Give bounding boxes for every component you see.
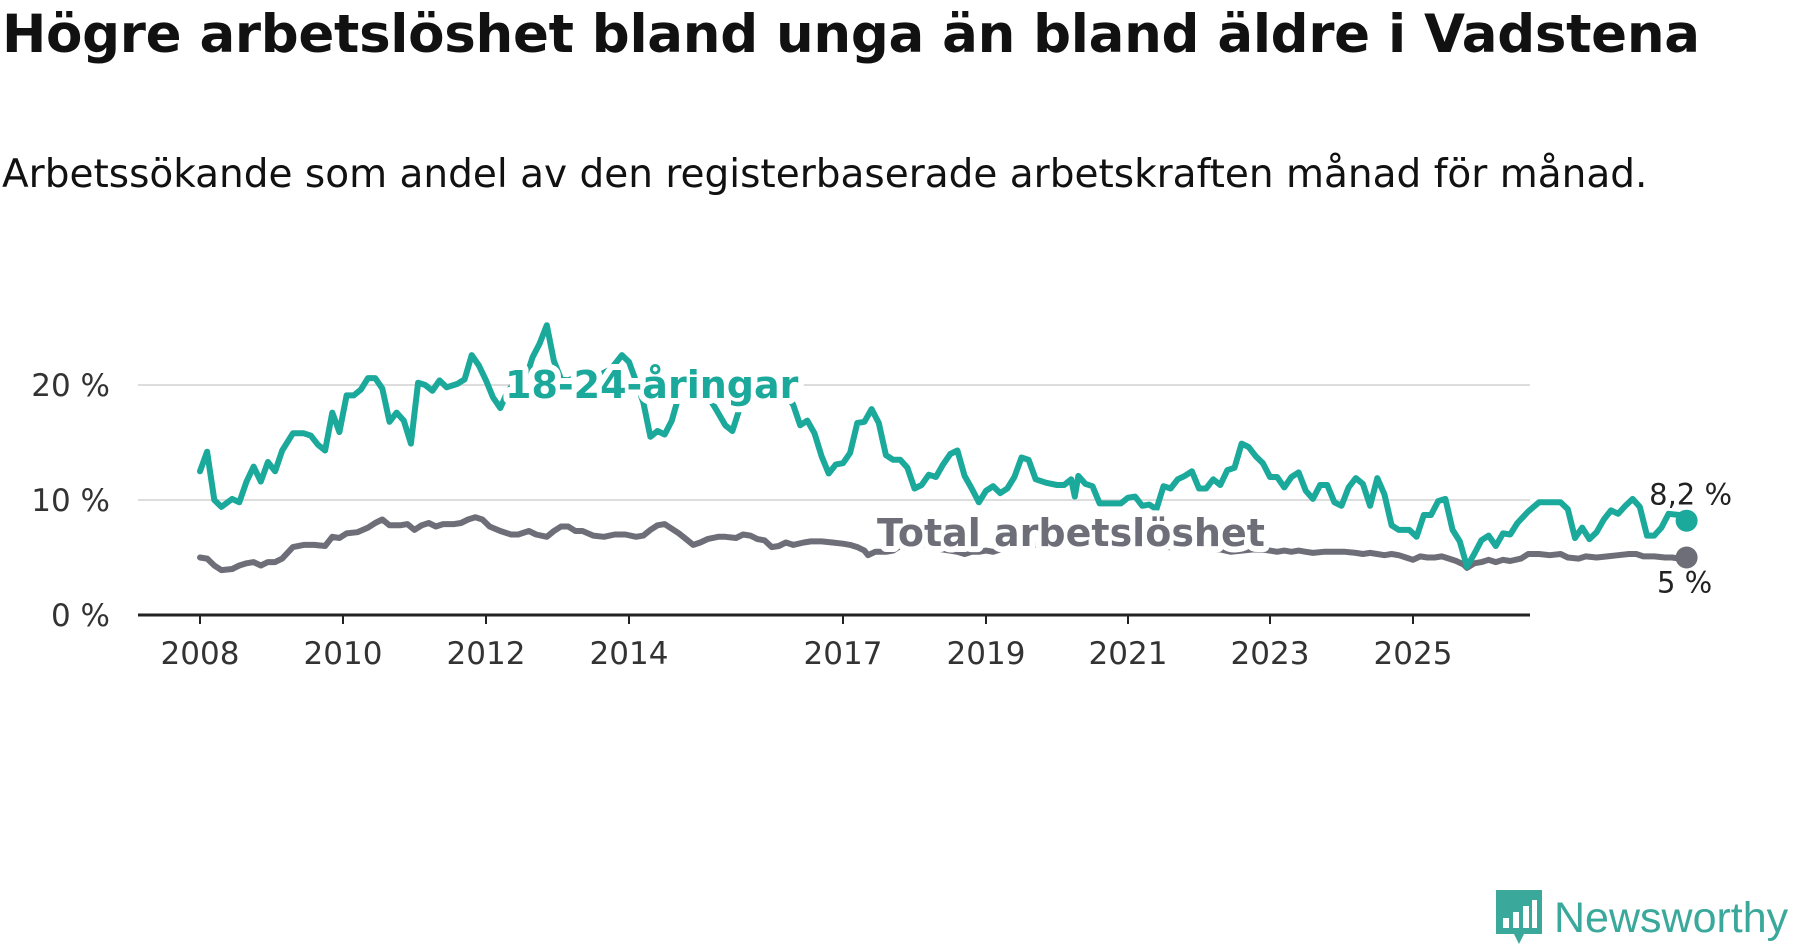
newsworthy-logo-icon [1496, 890, 1542, 944]
x-tick-label: 2017 [804, 636, 883, 672]
youth-end-value-label: 8,2 % [1649, 478, 1732, 512]
x-tick-label: 2014 [590, 636, 669, 672]
newsworthy-logo: Newsworthy [1494, 888, 1788, 948]
total-end-marker [1675, 546, 1698, 569]
y-tick-label: 10 % [31, 483, 110, 519]
x-tick-label: 2008 [161, 636, 240, 672]
x-tick-label: 2025 [1374, 636, 1453, 672]
y-tick-label: 20 % [31, 368, 110, 404]
y-axis-ticks: 0 % 10 % 20 % [31, 368, 110, 634]
series-labels: 8,2 % 5 % 18-24-åringar Total arbetslöshet [499, 357, 1732, 600]
youth-end-marker [1675, 509, 1698, 532]
x-tick-label: 2021 [1089, 636, 1168, 672]
newsworthy-logo-text: Newsworthy [1554, 893, 1789, 942]
chart-subtitle: Arbetssökande som andel av den registerb… [2, 152, 1648, 197]
grid-lines [138, 384, 1530, 501]
total-series-line [197, 514, 1690, 574]
chart-title: Högre arbetslöshet bland unga än bland ä… [2, 4, 1700, 65]
x-tick-label: 2019 [947, 636, 1026, 672]
total-end-value-label: 5 % [1657, 566, 1712, 600]
youth-series-line [197, 322, 1690, 570]
x-tick-label: 2010 [304, 636, 383, 672]
x-tick-label: 2012 [447, 636, 526, 672]
x-tick-label: 2023 [1231, 636, 1310, 672]
y-tick-label: 0 % [51, 598, 110, 634]
series-lines [197, 322, 1698, 574]
x-axis-ticks: 2008 2010 2012 2014 2017 2019 2021 2023 2025 [138, 613, 1530, 672]
youth-series-label: 18-24-åringar [505, 363, 799, 407]
total-series-label: Total arbetslöshet [877, 511, 1265, 555]
